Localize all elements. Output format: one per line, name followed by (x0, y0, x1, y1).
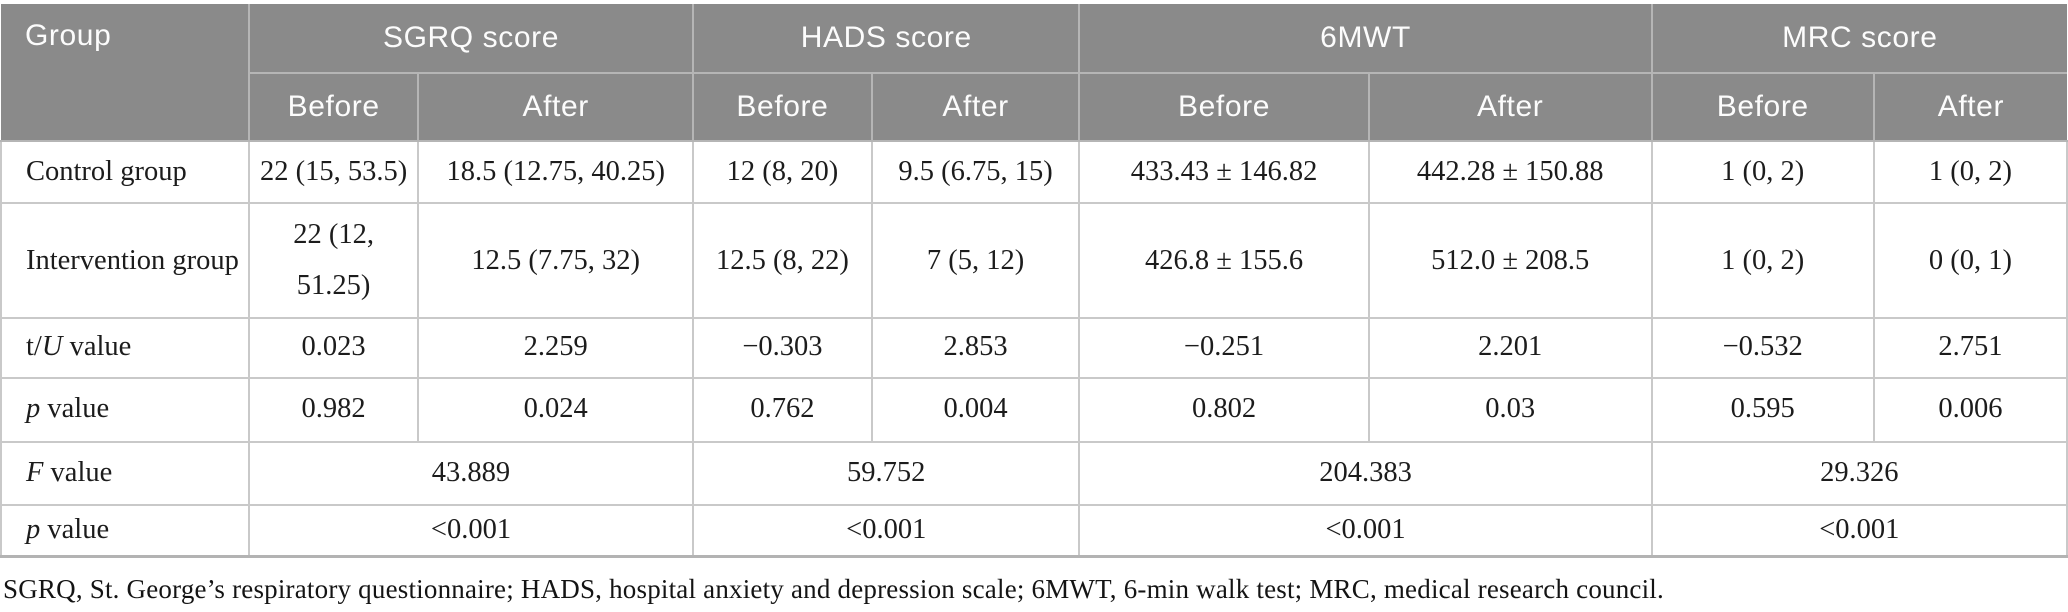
column-header-group: Group (1, 4, 250, 142)
subheader-mrc-after: After (1872, 72, 2067, 142)
table-cell: 22 (12, 51.25) (247, 202, 420, 319)
table-cell: −0.251 (1078, 316, 1370, 379)
table-cell: −0.532 (1650, 316, 1875, 379)
table-cell: <0.001 (1078, 503, 1653, 559)
subheader-sgrq-after: After (417, 72, 695, 142)
table-cell: 204.383 (1078, 440, 1653, 506)
table-cell: 2.201 (1367, 316, 1653, 379)
table-cell: 43.889 (247, 440, 695, 506)
table-cell: 426.8 ± 155.6 (1078, 202, 1370, 319)
table-row-intervention-group: Intervention group 22 (12, 51.25) 12.5 (… (0, 202, 2068, 319)
table-cell: 512.0 ± 208.5 (1367, 202, 1653, 319)
table-footnote: SGRQ, St. George’s respiratory questionn… (3, 574, 1664, 605)
table-cell: 29.326 (1650, 440, 2068, 506)
subheader-hads-before: Before (692, 72, 873, 142)
table-cell: 22 (15, 53.5) (247, 140, 420, 204)
row-label: F value (0, 440, 250, 506)
table-cell: 7 (5, 12) (870, 202, 1081, 319)
table-cell: 12.5 (7.75, 32) (417, 202, 695, 319)
subheader-6mwt-after: After (1367, 72, 1653, 142)
table-cell: 59.752 (692, 440, 1081, 506)
results-table: Group SGRQ score HADS score 6MWT MRC sco… (0, 4, 2068, 559)
subheader-hads-after: After (870, 72, 1081, 142)
table-row-f-value: F value 43.889 59.752 204.383 29.326 (0, 440, 2068, 506)
table-cell: 0.024 (417, 376, 695, 443)
table-cell: 0.03 (1367, 376, 1653, 443)
column-header-hads-score: HADS score (692, 4, 1081, 74)
subheader-sgrq-before: Before (248, 72, 420, 142)
header-row-subcolumns: Before After Before After Before After B… (1, 72, 2067, 142)
subheader-6mwt-before: Before (1078, 72, 1370, 142)
table-cell: −0.303 (692, 316, 873, 379)
table-row-p-value-overall: p value <0.001 <0.001 <0.001 <0.001 (0, 503, 2068, 559)
subheader-mrc-before: Before (1650, 72, 1875, 142)
table-cell: 0.004 (870, 376, 1081, 443)
table-row-control-group: Control group 22 (15, 53.5) 18.5 (12.75,… (0, 140, 2068, 204)
table-cell: 9.5 (6.75, 15) (870, 140, 1081, 204)
column-header-sgrq-score: SGRQ score (247, 4, 695, 74)
table-cell: 12 (8, 20) (692, 140, 873, 204)
row-label: Intervention group (0, 202, 250, 319)
table-cell: 442.28 ± 150.88 (1367, 140, 1653, 204)
column-header-mrc-score: MRC score (1650, 4, 2067, 74)
table-row-t-u-value: t/U value 0.023 2.259 −0.303 2.853 −0.25… (0, 316, 2068, 379)
table-cell: 2.853 (870, 316, 1081, 379)
table-cell: 0.802 (1078, 376, 1370, 443)
table-cell: <0.001 (247, 503, 695, 559)
table-cell: <0.001 (1650, 503, 2068, 559)
header-row-groups: Group SGRQ score HADS score 6MWT MRC sco… (1, 4, 2067, 142)
table-row-p-value-pairwise: p value 0.982 0.024 0.762 0.004 0.802 0.… (0, 376, 2068, 443)
table-cell: <0.001 (692, 503, 1081, 559)
row-label: t/U value (0, 316, 250, 379)
table-cell: 1 (0, 2) (1650, 202, 1875, 319)
table-cell: 2.751 (1872, 316, 2068, 379)
column-header-6mwt: 6MWT (1078, 4, 1653, 74)
row-label: p value (0, 503, 250, 559)
row-label: Control group (0, 140, 250, 204)
row-label: p value (0, 376, 250, 443)
table-cell: 0.982 (247, 376, 420, 443)
table-cell: 1 (0, 2) (1650, 140, 1875, 204)
table-cell: 18.5 (12.75, 40.25) (417, 140, 695, 204)
table-cell: 2.259 (417, 316, 695, 379)
table-cell: 1 (0, 2) (1872, 140, 2068, 204)
table-cell: 433.43 ± 146.82 (1078, 140, 1370, 204)
table-cell: 0 (0, 1) (1872, 202, 2068, 319)
table-cell: 0.762 (692, 376, 873, 443)
table-cell: 12.5 (8, 22) (692, 202, 873, 319)
table-cell: 0.023 (247, 316, 420, 379)
table-cell: 0.006 (1872, 376, 2068, 443)
table-cell: 0.595 (1650, 376, 1875, 443)
